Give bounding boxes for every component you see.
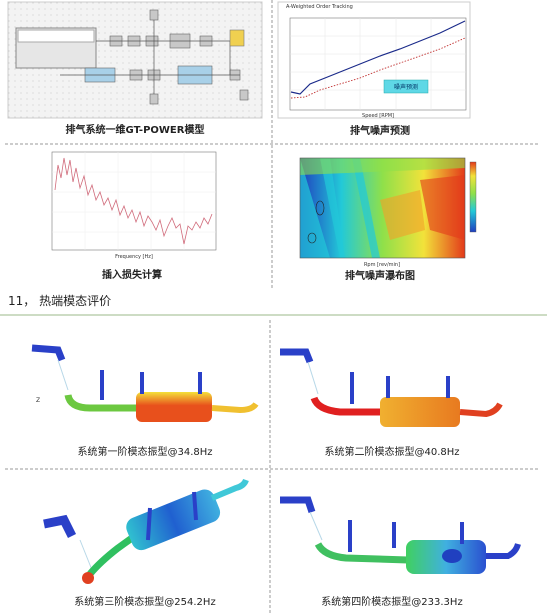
x-axis-label: Rpm [rev/min]: [364, 262, 400, 268]
caption: 排气噪声预测: [350, 124, 410, 137]
caption: 排气噪声瀑布图: [345, 269, 415, 282]
x-axis-label: Speed [RPM]: [362, 113, 394, 119]
section-heading: 11， 热端模态评价: [8, 294, 111, 308]
caption: 插入损失计算: [102, 268, 162, 281]
noise-prediction-chart: A-Weighted Order Tracking 噪声预测 Speed [RP…: [277, 1, 471, 119]
chart-title: A-Weighted Order Tracking: [286, 4, 353, 10]
x-axis-label: Frequency [Hz]: [115, 254, 153, 260]
mode-1: Z: [31, 344, 259, 422]
caption: 排气系统一维GT-POWER模型: [66, 123, 205, 136]
caption: 系统第三阶模态振型@254.2Hz: [74, 595, 215, 608]
gt-power-model: [7, 1, 263, 119]
caption: 系统第四阶模态振型@233.3Hz: [321, 595, 462, 608]
mode-4: [280, 496, 521, 574]
waterfall-chart: Rpm [rev/min]: [299, 157, 477, 268]
caption: 系统第一阶模态振型@34.8Hz: [77, 445, 212, 458]
insertion-loss-chart: Frequency [Hz]: [51, 151, 217, 260]
mode-2: [280, 348, 503, 427]
caption: 系统第二阶模态振型@40.8Hz: [324, 445, 459, 458]
mode-3: [43, 478, 249, 584]
prediction-button: 噪声预测: [394, 83, 418, 91]
svg-text:Z: Z: [36, 397, 40, 404]
